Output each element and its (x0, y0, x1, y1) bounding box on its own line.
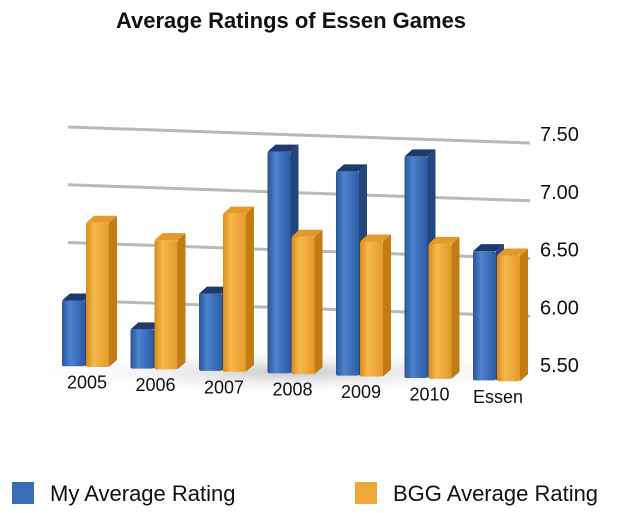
bar (473, 251, 496, 381)
y-axis: 5.50 6.00 6.50 7.00 7.50 (540, 124, 579, 377)
legend-label-bgg-average: BGG Average Rating (393, 481, 598, 506)
bar (154, 240, 178, 370)
grid-line (67, 183, 531, 203)
x-tick-label: Essen (473, 387, 523, 407)
bar (336, 171, 359, 376)
bar-top (497, 248, 528, 256)
y-tick-label: 7.00 (540, 182, 579, 204)
y-tick-label: 6.50 (540, 240, 579, 262)
bar-top (291, 229, 323, 237)
x-tick-label: 2008 (272, 380, 312, 400)
bar-top (86, 215, 117, 223)
bar (223, 213, 246, 372)
bar (291, 236, 315, 375)
legend-swatch-my-average (12, 482, 34, 504)
legend-label-my-average: My Average Rating (50, 481, 235, 506)
bars (62, 144, 528, 382)
bar (86, 222, 109, 368)
bar-top (336, 164, 367, 172)
bar-top (223, 206, 254, 214)
bar (62, 300, 85, 367)
bar-side (520, 248, 528, 382)
y-tick-label: 7.50 (540, 124, 579, 146)
bar-top (428, 236, 460, 244)
bar-top (154, 233, 186, 241)
bar-top (130, 322, 162, 330)
x-axis: 2005 2006 2007 2008 2009 2010 Essen (67, 373, 523, 407)
legend: My Average Rating BGG Average Rating (12, 481, 598, 506)
bar-side (383, 234, 391, 377)
bar-top (473, 244, 504, 252)
bar-top (62, 293, 93, 301)
bar (360, 241, 383, 377)
bar-side (314, 229, 323, 375)
bar (428, 243, 452, 379)
y-tick-label: 5.50 (540, 355, 579, 377)
x-tick-label: 2007 (204, 377, 244, 397)
bar-top (404, 149, 436, 157)
bar-side (109, 215, 117, 368)
bar (130, 329, 154, 369)
bar-side (177, 233, 186, 370)
bar (199, 293, 222, 371)
bar-side (246, 206, 254, 372)
bar (267, 151, 291, 374)
bar (497, 255, 520, 382)
x-tick-label: 2009 (341, 382, 381, 402)
grid-line (67, 125, 531, 145)
bar-top (360, 234, 391, 242)
bar-side (451, 236, 460, 379)
x-tick-label: 2010 (409, 384, 449, 404)
chart-title: Average Ratings of Essen Games (116, 8, 466, 33)
bar-top (267, 144, 299, 152)
bar (404, 156, 428, 379)
legend-swatch-bgg-average (355, 482, 377, 504)
bar-top (199, 286, 230, 294)
x-tick-label: 2006 (135, 375, 175, 395)
x-tick-label: 2005 (67, 373, 107, 393)
y-tick-label: 6.00 (540, 297, 579, 319)
